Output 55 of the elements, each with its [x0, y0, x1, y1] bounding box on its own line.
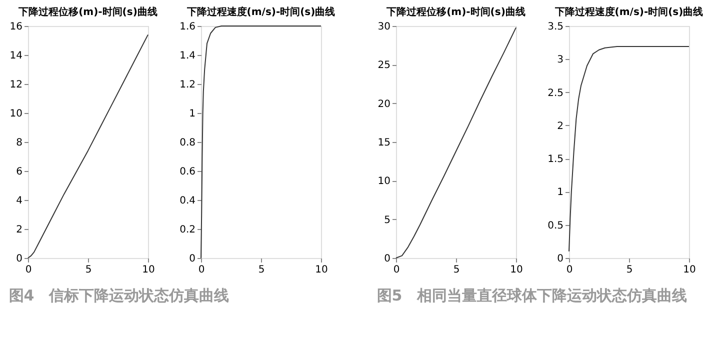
y-tick-label: 0 [189, 254, 196, 264]
y-tick-label: 2 [557, 120, 564, 132]
y-tick-label: 0.6 [180, 166, 196, 178]
y-tick-label: 0.8 [180, 138, 196, 148]
y-tick-label: 1 [557, 187, 564, 198]
y-tick-label: 0.5 [548, 220, 564, 232]
y-tick-label: 10 [378, 176, 390, 188]
y-tick-label: 2.5 [548, 88, 564, 99]
x-tick-label: 0 [25, 264, 32, 276]
caption: 图5 相同当量直径球体下降运动状态仿真曲线 [376, 286, 688, 304]
x-tick-label: 5 [453, 264, 460, 276]
y-tick-label: 6 [16, 166, 22, 178]
y-tick-label: 5 [384, 214, 390, 226]
x-tick-label: 10 [315, 264, 328, 276]
x-tick-label: 10 [683, 264, 696, 276]
line-series [28, 34, 148, 258]
y-tick-label: 12 [10, 80, 22, 90]
y-tick-label: 0.4 [180, 196, 196, 206]
x-tick-label: 10 [510, 264, 523, 276]
line-series [396, 27, 516, 258]
x-tick-label: 5 [85, 264, 92, 276]
y-tick-label: 0 [557, 254, 564, 264]
y-tick-label: 14 [10, 50, 22, 62]
y-tick-label: 20 [378, 98, 390, 110]
chart-title: 下降过程速度(m/s)-时间(s)曲线 [554, 6, 704, 18]
x-tick-label: 0 [566, 264, 573, 276]
y-tick-label: 2 [16, 224, 22, 236]
y-tick-label: 10 [10, 108, 22, 120]
y-tick-label: 15 [378, 138, 390, 148]
y-tick-label: 0.2 [180, 224, 196, 236]
y-tick-label: 30 [378, 22, 390, 32]
y-tick-label: 1.2 [180, 80, 196, 90]
line-series [568, 46, 690, 252]
x-tick-label: 5 [626, 264, 633, 276]
x-tick-label: 0 [198, 264, 205, 276]
y-tick-label: 4 [16, 196, 22, 206]
y-tick-label: 3.5 [548, 22, 564, 32]
y-tick-label: 0 [16, 254, 22, 264]
x-tick-label: 0 [393, 264, 400, 276]
y-tick-label: 1.6 [180, 22, 196, 32]
y-tick-label: 0 [384, 254, 390, 264]
chart-title: 下降过程速度(m/s)-时间(s)曲线 [186, 6, 336, 18]
x-tick-label: 10 [142, 264, 155, 276]
y-tick-label: 3 [557, 54, 564, 66]
y-tick-label: 1.5 [548, 154, 564, 166]
x-tick-label: 5 [258, 264, 265, 276]
chart-title: 下降过程位移(m)-时间(s)曲线 [386, 6, 526, 18]
y-tick-label: 1.4 [180, 50, 196, 62]
y-tick-label: 8 [16, 138, 22, 148]
chart-title: 下降过程位移(m)-时间(s)曲线 [18, 6, 158, 18]
y-tick-label: 25 [378, 60, 390, 72]
line-series [200, 26, 322, 258]
y-tick-label: 1 [189, 108, 196, 120]
y-tick-label: 16 [10, 22, 22, 32]
caption: 图4 信标下降运动状态仿真曲线 [8, 286, 230, 304]
